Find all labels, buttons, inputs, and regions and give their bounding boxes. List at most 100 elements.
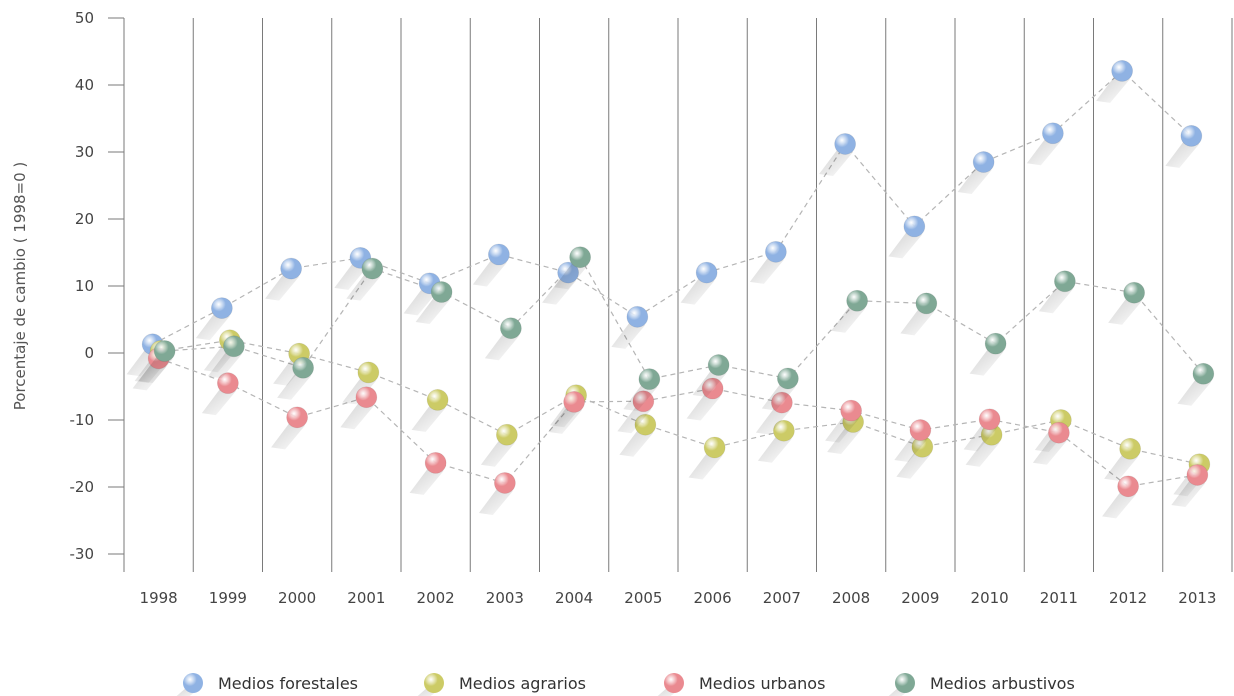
marker-shadow (265, 274, 300, 301)
marker-shadow (548, 407, 583, 434)
data-point (764, 240, 787, 263)
x-tick-label: 2011 (1040, 589, 1078, 607)
marker-shadow (138, 356, 173, 383)
marker-shadow (403, 289, 438, 316)
x-tick-label: 2004 (555, 589, 593, 607)
data-point (210, 297, 233, 320)
marker-shadow (1032, 438, 1067, 465)
marker-shadow (686, 394, 721, 421)
data-point (638, 368, 661, 391)
x-tick-label: 2001 (347, 589, 385, 607)
marker-shadow (827, 428, 862, 455)
series-line (164, 256, 1204, 380)
legend-marker (664, 673, 684, 693)
data-point (153, 340, 176, 362)
series-markers (126, 60, 1215, 519)
y-tick-label: 40 (75, 76, 94, 94)
x-tick-label: 2007 (763, 589, 801, 607)
vertical-gridlines (123, 18, 1233, 572)
marker-shadow (888, 232, 923, 259)
marker-shadow (271, 423, 306, 450)
data-point (357, 361, 380, 384)
x-tick-label: 2000 (278, 589, 316, 607)
x-tick-label: 2006 (694, 589, 732, 607)
x-tick-label: 2008 (832, 589, 870, 607)
marker-shadow (755, 408, 790, 435)
series-lines (152, 70, 1204, 487)
data-point (361, 257, 384, 280)
y-tick-label: -20 (70, 478, 95, 496)
data-point (909, 419, 932, 441)
data-point (915, 292, 938, 315)
y-axis-label: Porcentaje de cambio ( 1998=0 ) (11, 162, 29, 410)
data-point (972, 151, 995, 173)
marker-shadow (334, 263, 369, 290)
x-tick-label: 2010 (971, 589, 1009, 607)
x-axis: 1998 1999 2000 2001 2002 2003 2004 2005 2006 2007… (140, 589, 1217, 607)
data-point (1117, 475, 1140, 498)
data-point (1041, 122, 1064, 145)
x-tick-label: 2002 (417, 589, 455, 607)
marker-shadow (894, 436, 929, 463)
y-tick-label: 0 (84, 344, 94, 362)
data-point (1192, 362, 1215, 385)
data-point (280, 257, 303, 280)
x-tick-label: 2009 (901, 589, 939, 607)
marker-shadow (340, 403, 375, 430)
x-tick-label: 2003 (486, 589, 524, 607)
marker-shadow (963, 425, 998, 452)
data-point (493, 472, 516, 494)
marker-shadow (480, 440, 515, 467)
series-line (158, 357, 1198, 487)
series-line (152, 70, 1192, 345)
data-point (222, 335, 245, 358)
data-point (626, 305, 649, 328)
y-tick-label: 50 (75, 9, 94, 27)
data-point (487, 243, 510, 266)
legend-label: Medios urbanos (699, 674, 825, 693)
y-axis: 50 40 30 20 10 0 -10 -20 -30 (70, 9, 125, 572)
data-point (1186, 464, 1209, 486)
data-point (1123, 281, 1146, 304)
data-point (426, 388, 449, 411)
marker-shadow (411, 405, 446, 432)
marker-shadow (680, 278, 715, 305)
data-point (1111, 60, 1134, 82)
data-point (703, 436, 726, 459)
x-tick-label: 2005 (624, 589, 662, 607)
data-point (978, 408, 1001, 431)
data-point (984, 332, 1007, 355)
marker-shadow (195, 314, 230, 341)
y-tick-label: 10 (75, 277, 94, 295)
data-point (424, 451, 447, 474)
marker-shadow (619, 430, 654, 457)
marker-shadow (1165, 141, 1200, 168)
data-point (1047, 421, 1070, 444)
marker-shadow (623, 385, 658, 412)
marker-shadow (415, 298, 450, 325)
marker-shadow (207, 352, 242, 379)
marker-shadow (1177, 379, 1212, 406)
marker-shadow (896, 452, 931, 479)
marker-shadow (1104, 454, 1139, 481)
marker-shadow (757, 436, 792, 463)
marker-shadow (900, 309, 935, 336)
legend: Medios forestales Medios agrarios Medios u… (176, 673, 1075, 696)
marker-shadow (472, 260, 507, 287)
marker-shadow (617, 407, 652, 434)
data-point (495, 423, 518, 446)
y-tick-label: 30 (75, 143, 94, 161)
data-point (695, 261, 718, 284)
marker-shadow (957, 168, 992, 195)
data-point (216, 372, 239, 395)
legend-label: Medios arbustivos (930, 674, 1075, 693)
series-line (160, 339, 1200, 465)
legend-marker (424, 673, 444, 693)
x-tick-label: 1998 (140, 589, 178, 607)
data-point (1119, 437, 1142, 460)
data-point (563, 391, 586, 413)
marker-shadow (277, 373, 312, 400)
marker-shadow (1108, 298, 1143, 325)
data-point (1180, 125, 1203, 147)
